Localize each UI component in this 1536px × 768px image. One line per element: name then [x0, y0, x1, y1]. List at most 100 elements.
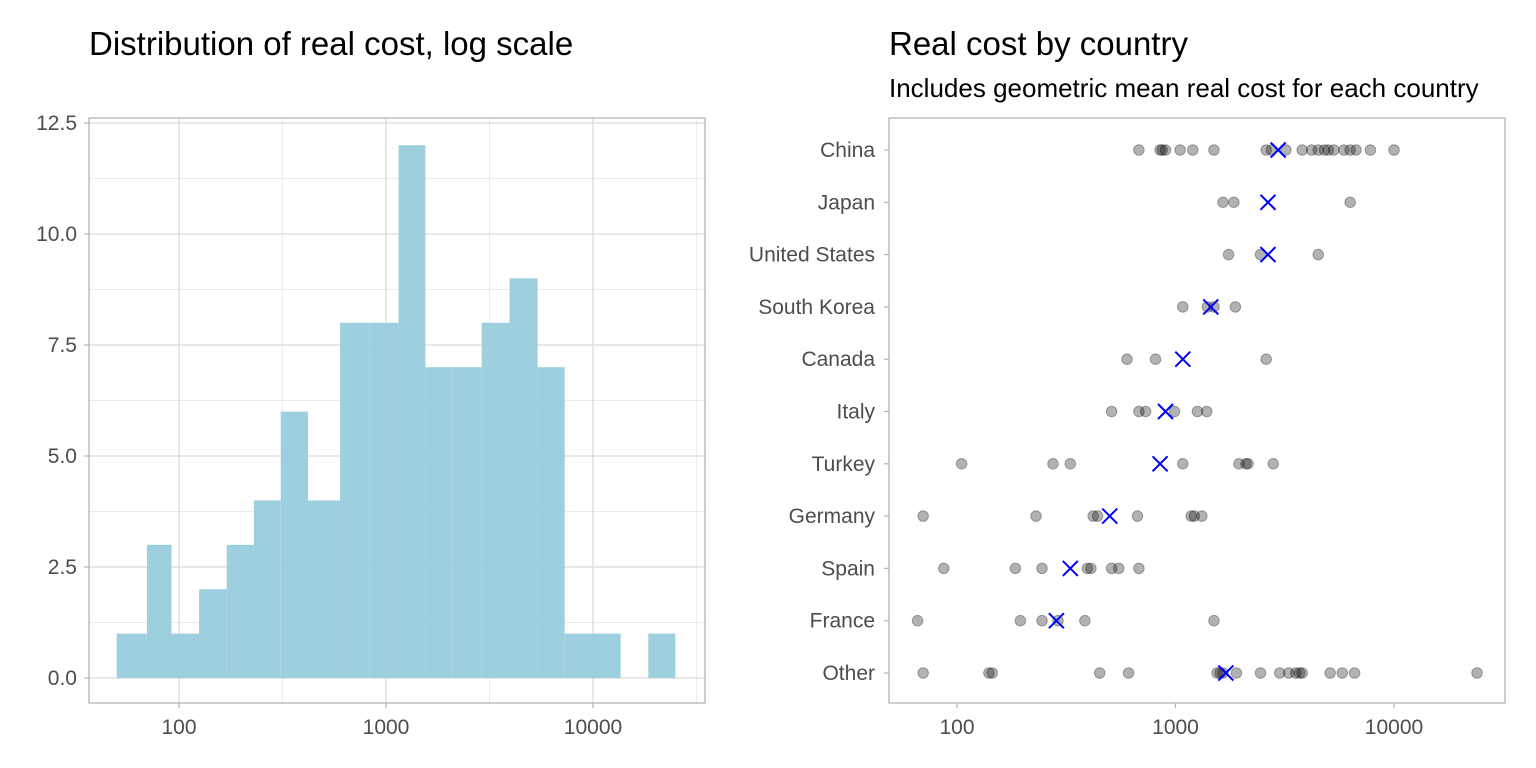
- mean-marker-stroke: [1101, 507, 1118, 525]
- cost-point: [1196, 510, 1208, 522]
- country-label: Canada: [801, 348, 875, 371]
- cost-point: [1471, 667, 1483, 679]
- mean-marker-stroke: [1062, 560, 1079, 577]
- mean-marker-stroke: [1151, 455, 1169, 473]
- cost-point: [1105, 562, 1118, 575]
- cost-point: [1217, 667, 1229, 679]
- histogram-bar: [564, 633, 593, 678]
- cost-point: [1131, 510, 1144, 522]
- cost-point: [1014, 614, 1027, 627]
- histogram-bar: [648, 633, 676, 678]
- cost-point: [1191, 405, 1204, 418]
- cost-point: [1185, 510, 1198, 522]
- cost-point: [1085, 562, 1097, 575]
- cost-point: [1133, 405, 1145, 418]
- cost-point: [1240, 458, 1252, 470]
- geometric-mean-marker: [1269, 141, 1287, 159]
- cost-point: [1208, 614, 1220, 627]
- histogram-major-grid: [89, 118, 705, 703]
- histogram-title: Distribution of real cost, log scale: [89, 25, 573, 62]
- cost-point: [1159, 144, 1172, 156]
- cost-point: [1305, 144, 1318, 156]
- histogram-y-tick-label: 2.5: [48, 556, 77, 579]
- cost-point: [1260, 144, 1272, 156]
- country-label: Italy: [836, 401, 875, 424]
- geometric-mean-marker: [1202, 298, 1219, 316]
- cost-point: [1133, 562, 1145, 575]
- cost-point: [1350, 144, 1362, 156]
- histogram-bar: [116, 633, 147, 678]
- cost-point: [986, 667, 999, 679]
- cost-point: [1273, 667, 1286, 679]
- histogram-bar: [171, 633, 200, 678]
- histogram-bar: [425, 367, 453, 678]
- strip-x-tick-label: 100: [939, 716, 974, 739]
- cost-point: [1327, 144, 1340, 156]
- histogram-bar: [146, 544, 172, 678]
- histogram-x-axis: 100 1000 10000: [161, 703, 622, 739]
- histogram-panel: Distribution of real cost, log scale 0.0…: [36, 25, 706, 739]
- strip-points: [911, 144, 1483, 679]
- cost-point: [1201, 301, 1214, 313]
- cost-point: [1168, 405, 1181, 418]
- cost-point: [1091, 510, 1104, 522]
- mean-marker-stroke: [1174, 350, 1192, 368]
- histogram-y-axis: 0.0 2.5 5.0 7.5 10.0 12.5: [36, 112, 89, 690]
- cost-point: [917, 510, 929, 522]
- country-label: Other: [822, 662, 875, 685]
- geometric-mean-marker: [1101, 507, 1118, 525]
- cost-point: [1230, 667, 1243, 679]
- cost-point: [1079, 614, 1091, 627]
- histogram-bar: [593, 633, 621, 678]
- histogram-bar: [509, 278, 538, 678]
- histogram-bar: [369, 322, 399, 678]
- cost-point: [1208, 144, 1220, 156]
- mean-marker-stroke: [1202, 298, 1219, 316]
- geometric-mean-marker: [1151, 455, 1169, 473]
- country-label: South Korea: [758, 296, 875, 319]
- mean-marker-stroke: [1269, 141, 1287, 159]
- histogram-bar: [537, 367, 565, 678]
- histogram-bar: [452, 367, 482, 678]
- cost-point: [1282, 667, 1295, 679]
- cost-point: [1312, 248, 1325, 261]
- geometric-mean-marker: [1062, 560, 1079, 577]
- cost-point: [1293, 667, 1306, 679]
- cost-point: [1228, 196, 1240, 209]
- cost-point: [1312, 144, 1325, 156]
- histogram-bar: [226, 544, 254, 678]
- cost-point: [1254, 667, 1267, 679]
- cost-point: [1122, 667, 1135, 679]
- histogram-bar: [280, 411, 309, 678]
- geometric-mean-marker: [1048, 612, 1065, 629]
- geometric-mean-marker: [1157, 403, 1174, 420]
- cost-point: [1064, 458, 1077, 470]
- geometric-mean-marker: [1259, 246, 1277, 263]
- cost-point: [1177, 458, 1189, 470]
- country-label: United States: [749, 244, 875, 267]
- histogram-bar: [340, 322, 370, 678]
- geometric-mean-marker: [1174, 350, 1192, 368]
- cost-point: [1093, 667, 1106, 679]
- mean-marker-stroke: [1259, 246, 1277, 263]
- cost-point: [1338, 144, 1350, 156]
- cost-point: [1200, 405, 1213, 418]
- cost-point: [1318, 144, 1331, 156]
- cost-point: [917, 667, 929, 679]
- cost-point: [1156, 144, 1169, 156]
- cost-point: [983, 667, 995, 679]
- cost-point: [955, 458, 968, 470]
- country-label: Turkey: [812, 453, 876, 476]
- strip-means: [1048, 141, 1287, 682]
- mean-marker-stroke: [1259, 194, 1277, 211]
- cost-point: [1280, 144, 1292, 156]
- cost-point: [1242, 458, 1254, 470]
- histogram-y-tick-label: 7.5: [48, 334, 77, 357]
- cost-point: [1233, 458, 1245, 470]
- country-label: China: [820, 139, 875, 162]
- cost-point: [1177, 301, 1189, 313]
- geometric-mean-marker: [1217, 664, 1235, 682]
- cost-point: [1296, 144, 1308, 156]
- cost-point: [1149, 353, 1162, 366]
